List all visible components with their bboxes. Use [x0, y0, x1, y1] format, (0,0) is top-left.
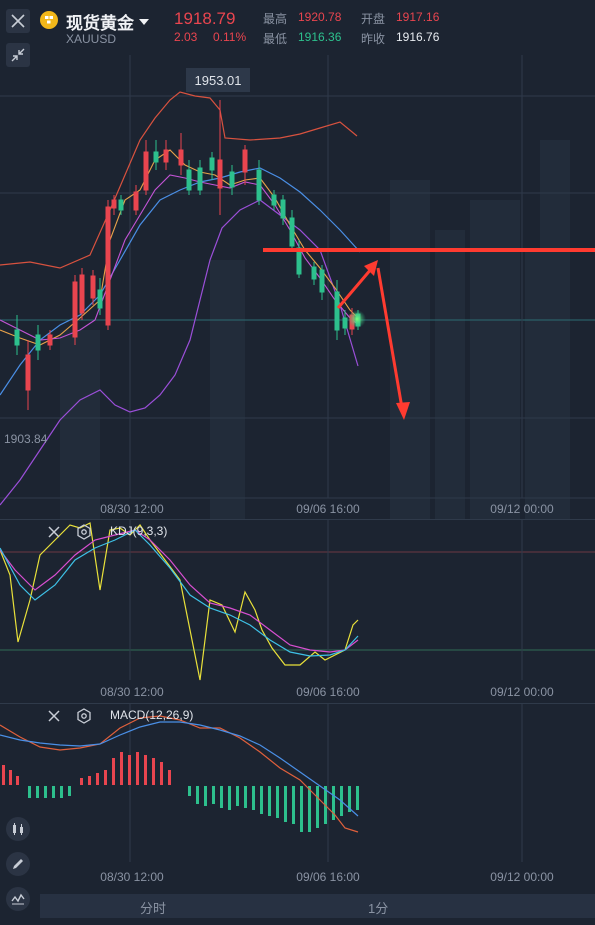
- high-value: 1920.78: [298, 10, 342, 24]
- kdj-x-tick-3: 09/12 00:00: [490, 685, 554, 699]
- indicator-button[interactable]: [6, 887, 30, 911]
- close-button[interactable]: [6, 9, 30, 33]
- last-price: 1918.79: [174, 9, 236, 28]
- prev-close-value: 1916.76: [396, 30, 440, 44]
- min-price-label: 1903.84: [4, 432, 48, 446]
- instrument-title: 现货黄金: [66, 14, 134, 33]
- low-value: 1916.36: [298, 30, 342, 44]
- up-arrow-head: [364, 260, 378, 276]
- open-value: 1917.16: [396, 10, 440, 24]
- macd-divider: [0, 703, 595, 704]
- max-price-label-bg: [186, 68, 250, 92]
- kdj-k: [0, 522, 359, 681]
- symbol-selector[interactable]: 现货黄金: [66, 9, 149, 34]
- main-x-tick-2: 09/06 16:00: [296, 502, 360, 516]
- kdj-label: KDJ(9,3,3): [110, 524, 168, 538]
- collapse-button[interactable]: [6, 43, 30, 67]
- candlestick-icon: [13, 823, 23, 835]
- background-skyline: [60, 140, 570, 520]
- macd-x-tick-3: 09/12 00:00: [490, 870, 554, 884]
- macd-settings-button[interactable]: [76, 708, 92, 724]
- down-arrow-line: [376, 267, 404, 409]
- caret-down-icon: [139, 18, 149, 25]
- gold-coin-icon: [40, 11, 58, 29]
- macd-x-tick-1: 08/30 12:00: [100, 870, 164, 884]
- pencil-icon: [13, 859, 23, 869]
- kdj-close-button[interactable]: [46, 524, 62, 540]
- timeframe-bar: 分时 1分: [40, 894, 595, 918]
- shrink-icon: [11, 48, 25, 62]
- main-x-tick-1: 08/30 12:00: [100, 502, 164, 516]
- macd-lines: [0, 715, 359, 833]
- wave-indicator-icon: [11, 893, 25, 905]
- kdj-settings-button[interactable]: [76, 524, 92, 540]
- prev-close-label: 昨收: [361, 32, 386, 46]
- kdj-x-tick-2: 09/06 16:00: [296, 685, 360, 699]
- macd-chart[interactable]: 08/30 12:00 09/06 16:00 09/12 00:00: [0, 704, 595, 892]
- red-annotations: [263, 248, 595, 420]
- up-arrow-line: [336, 267, 374, 309]
- close-icon: [11, 14, 25, 28]
- close-icon: [48, 526, 60, 538]
- current-price-marker: [348, 310, 366, 328]
- draw-tool-button[interactable]: [6, 852, 30, 876]
- bollinger-middle: [0, 167, 361, 396]
- macd-label: MACD(12,26,9): [110, 708, 194, 722]
- candle-type-button[interactable]: [6, 817, 30, 841]
- macd-close-button[interactable]: [46, 708, 62, 724]
- kdj-chart[interactable]: 08/30 12:00 09/06 16:00 09/12 00:00: [0, 520, 595, 700]
- max-price-label: 1953.01: [195, 73, 242, 88]
- open-label: 开盘: [361, 12, 386, 26]
- main-chart[interactable]: 1953.01 1903.84 08/30 12:00 09/06 16:00 …: [0, 55, 595, 520]
- low-label: 最低: [263, 32, 288, 46]
- close-icon: [48, 710, 60, 722]
- ma-slow: [0, 174, 361, 341]
- bollinger-upper: [0, 91, 358, 269]
- high-label: 最高: [263, 12, 288, 26]
- main-x-tick-3: 09/12 00:00: [490, 502, 554, 516]
- ma-fast: [0, 149, 361, 346]
- tab-timeshare[interactable]: 分时: [140, 901, 167, 916]
- price-change: 2.03: [174, 30, 198, 44]
- bollinger-lower: [0, 199, 359, 506]
- moving-averages: [0, 149, 361, 346]
- tab-1min[interactable]: 1分: [368, 901, 389, 916]
- down-arrow-head: [396, 402, 410, 420]
- kdj-divider: [0, 519, 595, 520]
- kdj-x-tick-1: 08/30 12:00: [100, 685, 164, 699]
- kdj-j: [0, 529, 359, 657]
- macd-dif: [0, 715, 359, 833]
- macd-x-tick-2: 09/06 16:00: [296, 870, 360, 884]
- kdj-d: [0, 529, 359, 653]
- kdj-lines: [0, 522, 359, 681]
- instrument-symbol: XAUUSD: [66, 32, 117, 46]
- grid: [0, 55, 595, 499]
- price-change-pct: 0.11%: [213, 30, 247, 44]
- settings-hexagon-icon: [77, 708, 91, 724]
- settings-hexagon-icon: [77, 524, 91, 540]
- macd-dea: [0, 721, 359, 817]
- macd-histogram: [2, 752, 359, 832]
